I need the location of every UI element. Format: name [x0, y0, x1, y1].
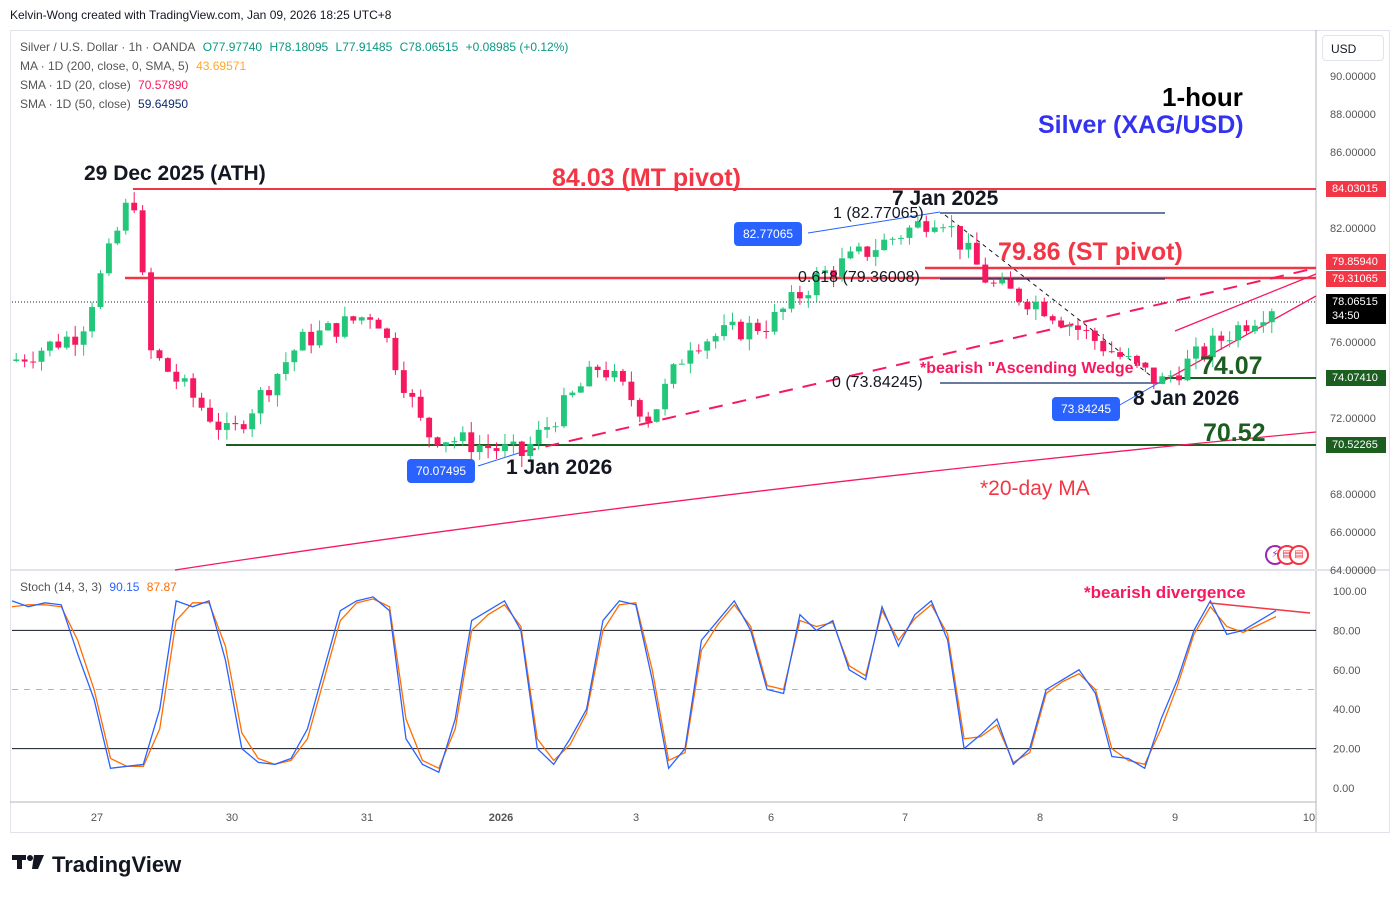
legend-change: +0.08985 (+0.12%) [465, 40, 569, 54]
time-tick: 27 [91, 812, 103, 824]
chart-credit: Kelvin-Wong created with TradingView.com… [10, 8, 392, 22]
wedge-label: *bearish "Ascending Wedge" [920, 360, 1142, 377]
fib-0-label: 0 (73.84245) [832, 374, 923, 391]
support1-label: 74.07 [1200, 352, 1263, 380]
jan8-label: 8 Jan 2026 [1133, 387, 1240, 410]
time-tick: 31 [361, 812, 373, 824]
sma20-value: 70.57890 [138, 78, 189, 92]
stoch-tick: 60.00 [1333, 665, 1361, 677]
stoch-tick: 80.00 [1333, 625, 1361, 637]
price-tag: 84.03015 [1326, 181, 1386, 197]
economic-events[interactable]: ⚡ ▤ ▤ [1265, 545, 1309, 565]
price-tick: 88.00000 [1330, 109, 1376, 121]
fib-0618-label: 0.618 (79.36008) [798, 269, 920, 286]
currency-button[interactable]: USD [1322, 35, 1384, 61]
st-pivot-label: 79.86 (ST pivot) [998, 238, 1183, 266]
legend-symbol-row: Silver / U.S. Dollar · 1h · OANDA O77.97… [20, 38, 572, 57]
legend-sma50-row[interactable]: SMA · 1D (50, close) 59.64950 [20, 95, 572, 114]
tradingview-logo[interactable]: TradingView [12, 852, 181, 878]
legend-symbol[interactable]: Silver / U.S. Dollar · 1h · OANDA [20, 40, 196, 54]
legend-ma200-row[interactable]: MA · 1D (200, close, 0, SMA, 5) 43.69571 [20, 57, 572, 76]
divergence-label: *bearish divergence [1084, 583, 1246, 602]
price-tick: 68.00000 [1330, 489, 1376, 501]
stoch-label: Stoch (14, 3, 3) [20, 580, 103, 594]
legend-sma20-row[interactable]: SMA · 1D (20, close) 70.57890 [20, 76, 572, 95]
stoch-tick: 0.00 [1333, 783, 1354, 795]
tradingview-logo-icon [12, 853, 46, 877]
stoch-k-value: 90.15 [109, 580, 140, 594]
time-tick: 10 [1303, 812, 1315, 824]
stoch-tick: 40.00 [1333, 704, 1361, 716]
mt-pivot-label: 84.03 (MT pivot) [552, 164, 741, 192]
price-tag: 78.06515 [1326, 294, 1386, 310]
sma50-label: SMA · 1D (50, close) [20, 97, 131, 111]
price-box-low[interactable]: 73.84245 [1052, 397, 1121, 421]
sma20-label: SMA · 1D (20, close) [20, 78, 131, 92]
support2-label: 70.52 [1203, 419, 1266, 447]
price-tag: 79.85940 [1326, 254, 1386, 270]
ma200-label: MA · 1D (200, close, 0, SMA, 5) [20, 59, 189, 73]
us-flag-event-icon[interactable]: ▤ [1289, 545, 1309, 565]
price-tag: 70.52265 [1326, 437, 1386, 453]
ma20-label: *20-day MA [980, 477, 1090, 500]
price-tick: 82.00000 [1330, 223, 1376, 235]
stoch-tick: 20.00 [1333, 744, 1361, 756]
tradingview-brand: TradingView [52, 852, 182, 877]
stoch-legend[interactable]: Stoch (14, 3, 3) 90.15 87.87 [20, 580, 177, 594]
price-tick: 86.00000 [1330, 147, 1376, 159]
time-tick: 7 [902, 812, 908, 824]
chart-frame [10, 30, 1390, 833]
ath-label: 29 Dec 2025 (ATH) [84, 162, 266, 185]
title-instrument: Silver (XAG/USD) [1038, 111, 1244, 139]
chart-legend: Silver / U.S. Dollar · 1h · OANDA O77.97… [20, 38, 572, 114]
jan7-label: 7 Jan 2025 [892, 187, 999, 210]
price-box-high[interactable]: 82.77065 [734, 222, 803, 246]
sma50-value: 59.64950 [138, 97, 189, 111]
ma200-value: 43.69571 [196, 59, 247, 73]
time-tick: 6 [768, 812, 774, 824]
legend-close: C78.06515 [399, 40, 459, 54]
time-tick: 30 [226, 812, 238, 824]
stoch-tick: 100.00 [1333, 586, 1367, 598]
price-tick: 90.00000 [1330, 71, 1376, 83]
price-tick: 76.00000 [1330, 337, 1376, 349]
time-tick: 3 [633, 812, 639, 824]
time-tick: 9 [1172, 812, 1178, 824]
jan1-label: 1 Jan 2026 [506, 456, 613, 479]
time-tick: 8 [1037, 812, 1043, 824]
stoch-d-value: 87.87 [146, 580, 177, 594]
bar-countdown: 34:50 [1326, 308, 1386, 324]
legend-low: L77.91485 [335, 40, 393, 54]
price-tag: 74.07410 [1326, 370, 1386, 386]
title-timeframe: 1-hour [1162, 82, 1243, 112]
legend-open: O77.97740 [202, 40, 263, 54]
price-tick: 66.00000 [1330, 527, 1376, 539]
fib-1-label: 1 (82.77065) [833, 205, 924, 222]
price-tick: 64.00000 [1330, 565, 1376, 577]
price-tick: 72.00000 [1330, 413, 1376, 425]
price-tag: 79.31065 [1326, 271, 1386, 287]
legend-high: H78.18095 [269, 40, 329, 54]
price-box-jan1[interactable]: 70.07495 [407, 459, 476, 483]
time-tick: 2026 [489, 812, 513, 824]
